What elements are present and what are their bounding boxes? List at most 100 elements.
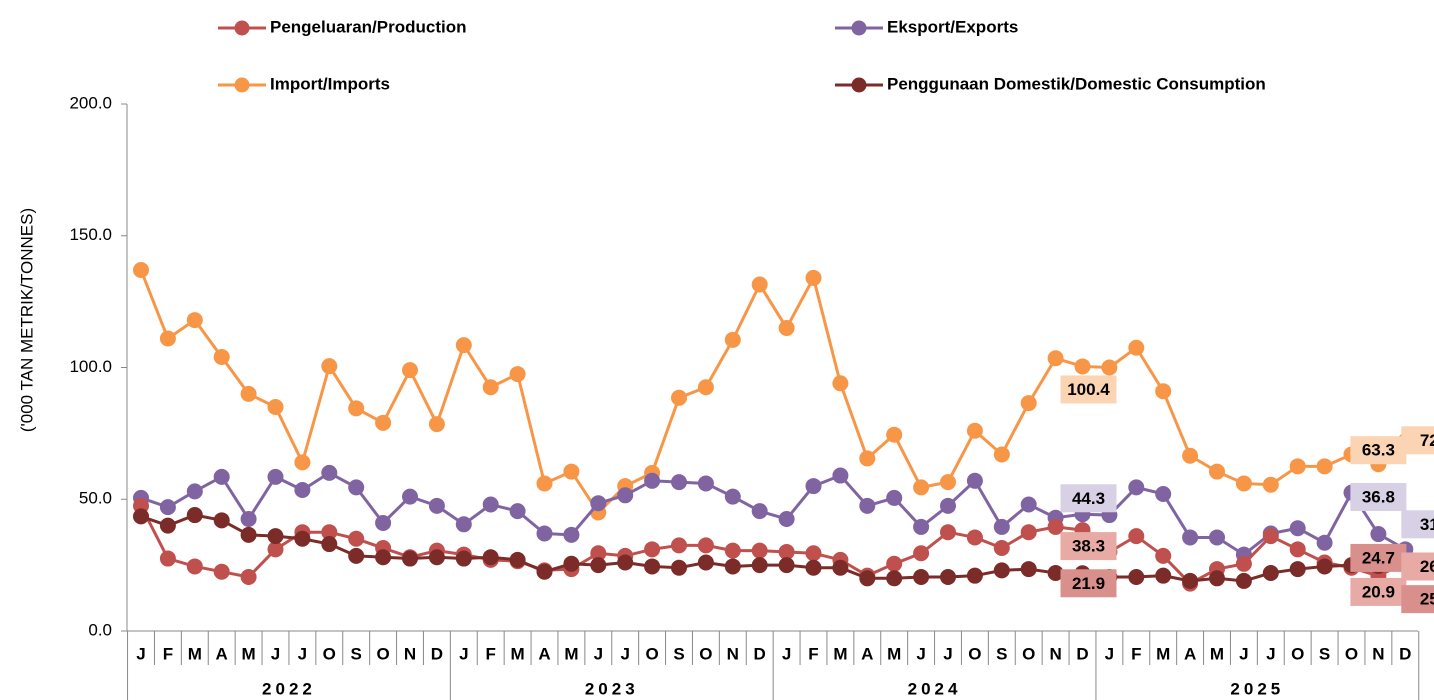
data-point (1074, 358, 1091, 375)
data-point (240, 568, 257, 585)
data-point (509, 551, 526, 568)
data-point (724, 488, 741, 505)
data-point (402, 488, 418, 505)
data-point (294, 530, 311, 547)
data-point (1316, 558, 1333, 575)
x-tick-label: D (1076, 644, 1088, 663)
data-point (940, 474, 956, 491)
x-tick-label: J (943, 644, 952, 663)
data-point (1155, 485, 1172, 502)
data-point (563, 463, 580, 480)
data-point (805, 559, 822, 576)
data-point (644, 541, 661, 558)
data-point (159, 550, 176, 567)
data-point (159, 330, 176, 347)
x-tick-label: O (376, 644, 389, 663)
data-point (1182, 447, 1199, 464)
y-tick-label: 100.0 (69, 357, 112, 376)
x-tick-label: M (511, 644, 525, 663)
data-point (133, 262, 149, 279)
data-point (267, 541, 284, 558)
data-point (375, 514, 392, 531)
data-point (1155, 383, 1172, 400)
y-tick-label: 150.0 (69, 225, 112, 244)
data-label-box (1060, 484, 1117, 513)
x-tick-label: A (1184, 644, 1196, 663)
data-label: 36.8 (1362, 488, 1395, 507)
data-point (590, 545, 607, 562)
data-point (321, 464, 338, 481)
legend-marker (234, 77, 250, 93)
x-tick-label: O (645, 644, 658, 663)
data-label: 24.7 (1362, 548, 1395, 567)
x-tick-label: O (1291, 644, 1304, 663)
data-point (482, 549, 499, 566)
data-point (186, 558, 203, 575)
data-point (671, 559, 687, 576)
x-tick-label: O (1022, 644, 1035, 663)
data-point (940, 497, 956, 514)
x-tick-label: D (754, 644, 766, 663)
data-point (1262, 476, 1279, 493)
data-label-box (1401, 552, 1434, 581)
data-point (1316, 458, 1333, 475)
data-point (1262, 565, 1279, 582)
x-tick-label: J (271, 644, 280, 663)
data-point (267, 468, 284, 485)
data-point (348, 400, 365, 417)
data-point (321, 524, 338, 541)
data-point (697, 475, 714, 492)
data-label: 31 (1420, 515, 1434, 534)
data-point (186, 507, 203, 524)
data-label-box (1401, 426, 1434, 455)
data-point (375, 549, 392, 566)
data-point (240, 511, 257, 528)
x-tick-label: J (298, 644, 307, 663)
x-tick-label: S (996, 644, 1007, 663)
data-label-box (1060, 569, 1117, 598)
x-group-label: 2024 (908, 679, 962, 698)
data-point (159, 499, 176, 516)
data-point (1128, 528, 1145, 545)
data-point (724, 542, 741, 559)
data-label: 72 (1420, 431, 1434, 450)
x-tick-label: M (564, 644, 578, 663)
data-point (1155, 567, 1172, 584)
data-point (375, 414, 392, 431)
data-point (240, 385, 257, 402)
data-point (913, 479, 930, 496)
data-point (1235, 572, 1252, 589)
data-label-box (1350, 543, 1407, 572)
data-point (455, 337, 472, 354)
data-point (697, 537, 714, 554)
legend-marker (851, 20, 867, 36)
data-point (1316, 534, 1333, 551)
data-point (724, 558, 741, 575)
data-point (1128, 479, 1145, 496)
x-tick-label: J (594, 644, 603, 663)
x-tick-label: F (486, 644, 496, 663)
data-point (805, 545, 822, 562)
legend-label: Pengeluaran/Production (270, 17, 466, 36)
data-point (859, 450, 876, 467)
data-point (321, 536, 338, 553)
data-point (1047, 350, 1064, 367)
data-point (294, 482, 311, 499)
data-point (832, 375, 849, 392)
y-axis-label: ('000 TAN METRIK/TONNES) (17, 208, 36, 432)
x-tick-label: M (1210, 644, 1224, 663)
data-point (886, 489, 903, 506)
x-tick-label: M (887, 644, 901, 663)
legend-label: Penggunaan Domestik/Domestic Consumption (887, 74, 1266, 93)
data-label-box (1401, 585, 1434, 614)
data-point (348, 547, 365, 564)
data-point (1370, 526, 1387, 543)
data-label: 21.9 (1072, 574, 1105, 593)
data-label: 63.3 (1362, 441, 1395, 460)
data-label: 20.9 (1362, 582, 1395, 601)
data-point (805, 269, 822, 286)
x-tick-label: M (242, 644, 256, 663)
data-point (671, 474, 687, 491)
legend-label: Import/Imports (270, 74, 390, 93)
data-point (1020, 524, 1037, 541)
